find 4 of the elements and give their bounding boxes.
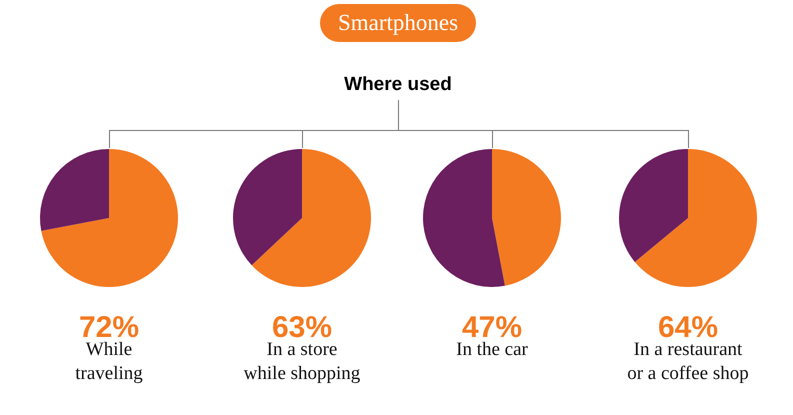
text: In the car <box>455 338 529 362</box>
text: Where used <box>343 74 453 96</box>
text: Smartphones <box>320 4 476 42</box>
text: While traveling <box>74 338 144 386</box>
